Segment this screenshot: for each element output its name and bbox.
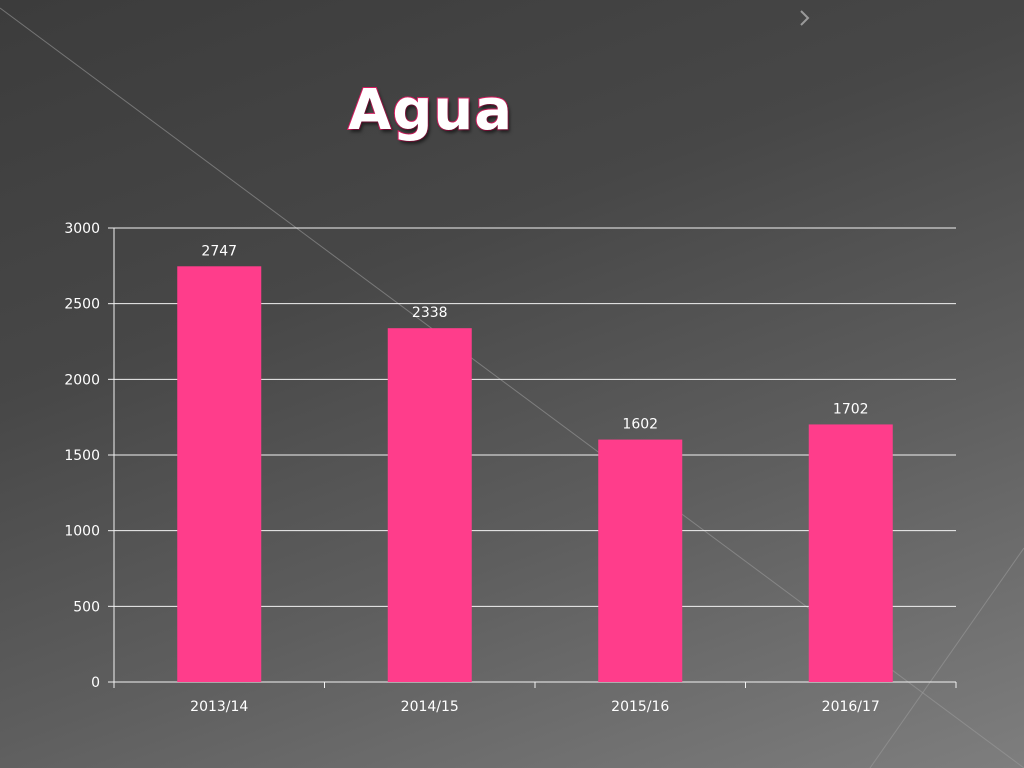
data-label: 2747 (201, 243, 237, 259)
y-tick-label: 2000 (64, 372, 100, 388)
y-tick-label: 0 (91, 675, 100, 691)
data-label: 1702 (833, 401, 869, 417)
data-label: 1602 (622, 417, 658, 433)
y-tick-label: 2500 (64, 297, 100, 313)
bars (177, 266, 893, 682)
data-label: 2338 (412, 305, 448, 321)
y-tick-label: 500 (73, 599, 100, 615)
x-tick-label: 2016/17 (822, 699, 880, 715)
bar (177, 266, 262, 682)
y-tick-label: 3000 (64, 221, 100, 237)
diagonal-decor-line (869, 547, 1024, 768)
y-tick-label: 1000 (64, 524, 100, 540)
bar (808, 424, 893, 682)
x-tick-label: 2015/16 (611, 699, 669, 715)
bar (387, 328, 472, 682)
x-tick-label: 2013/14 (190, 699, 248, 715)
slide-title: Agua (347, 77, 514, 144)
y-tick-label: 1500 (64, 448, 100, 464)
labels: 0 500 1000 1500 2000 2500 3000 2747 2013/14 2338 2… (64, 221, 879, 715)
slide-arrow-icon (800, 10, 810, 26)
bar (598, 439, 683, 682)
x-tick-label: 2014/15 (401, 699, 459, 715)
